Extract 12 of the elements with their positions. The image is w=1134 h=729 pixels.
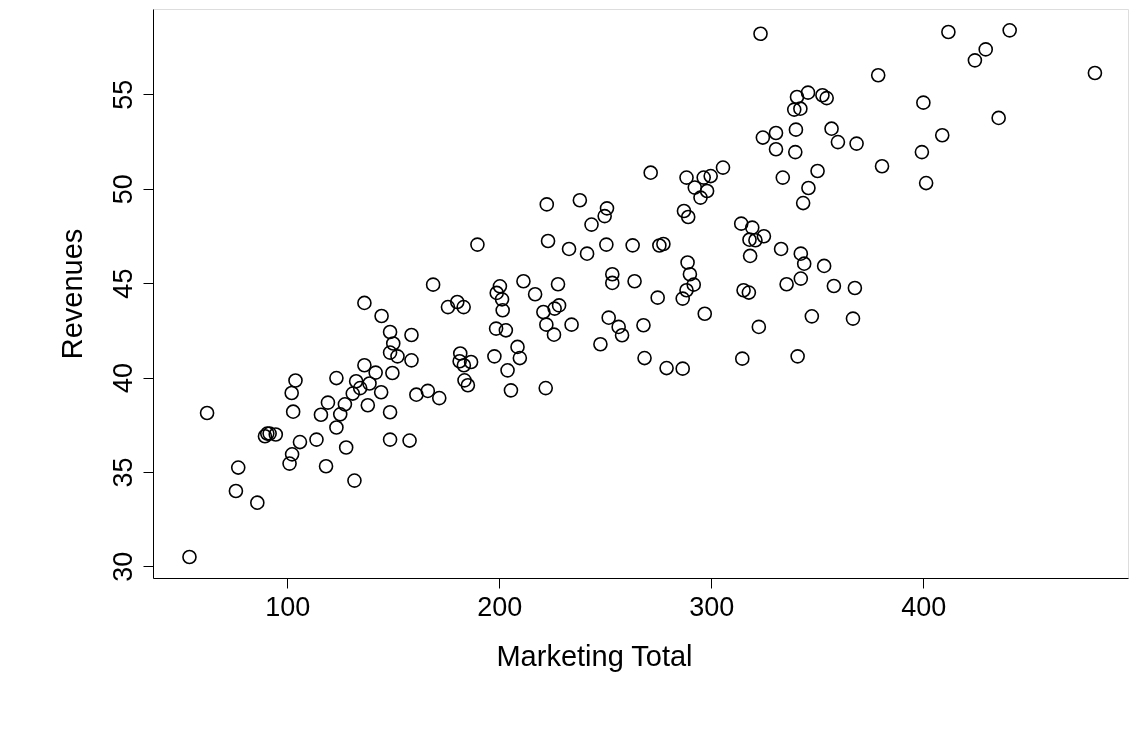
y-tick-label: 45 xyxy=(107,268,138,299)
y-tick-label: 35 xyxy=(107,457,138,488)
y-tick-label: 55 xyxy=(107,79,138,110)
x-tick-label: 300 xyxy=(689,591,735,622)
x-tick-label: 200 xyxy=(477,591,523,622)
y-tick-label: 30 xyxy=(107,551,138,582)
y-tick-label: 40 xyxy=(107,362,138,394)
x-tick-label: 100 xyxy=(265,591,311,622)
x-tick-label: 400 xyxy=(901,591,947,622)
y-axis-title: Revenues xyxy=(55,228,88,360)
x-axis-title: Marketing Total xyxy=(496,639,693,672)
y-tick-label: 50 xyxy=(107,174,138,205)
